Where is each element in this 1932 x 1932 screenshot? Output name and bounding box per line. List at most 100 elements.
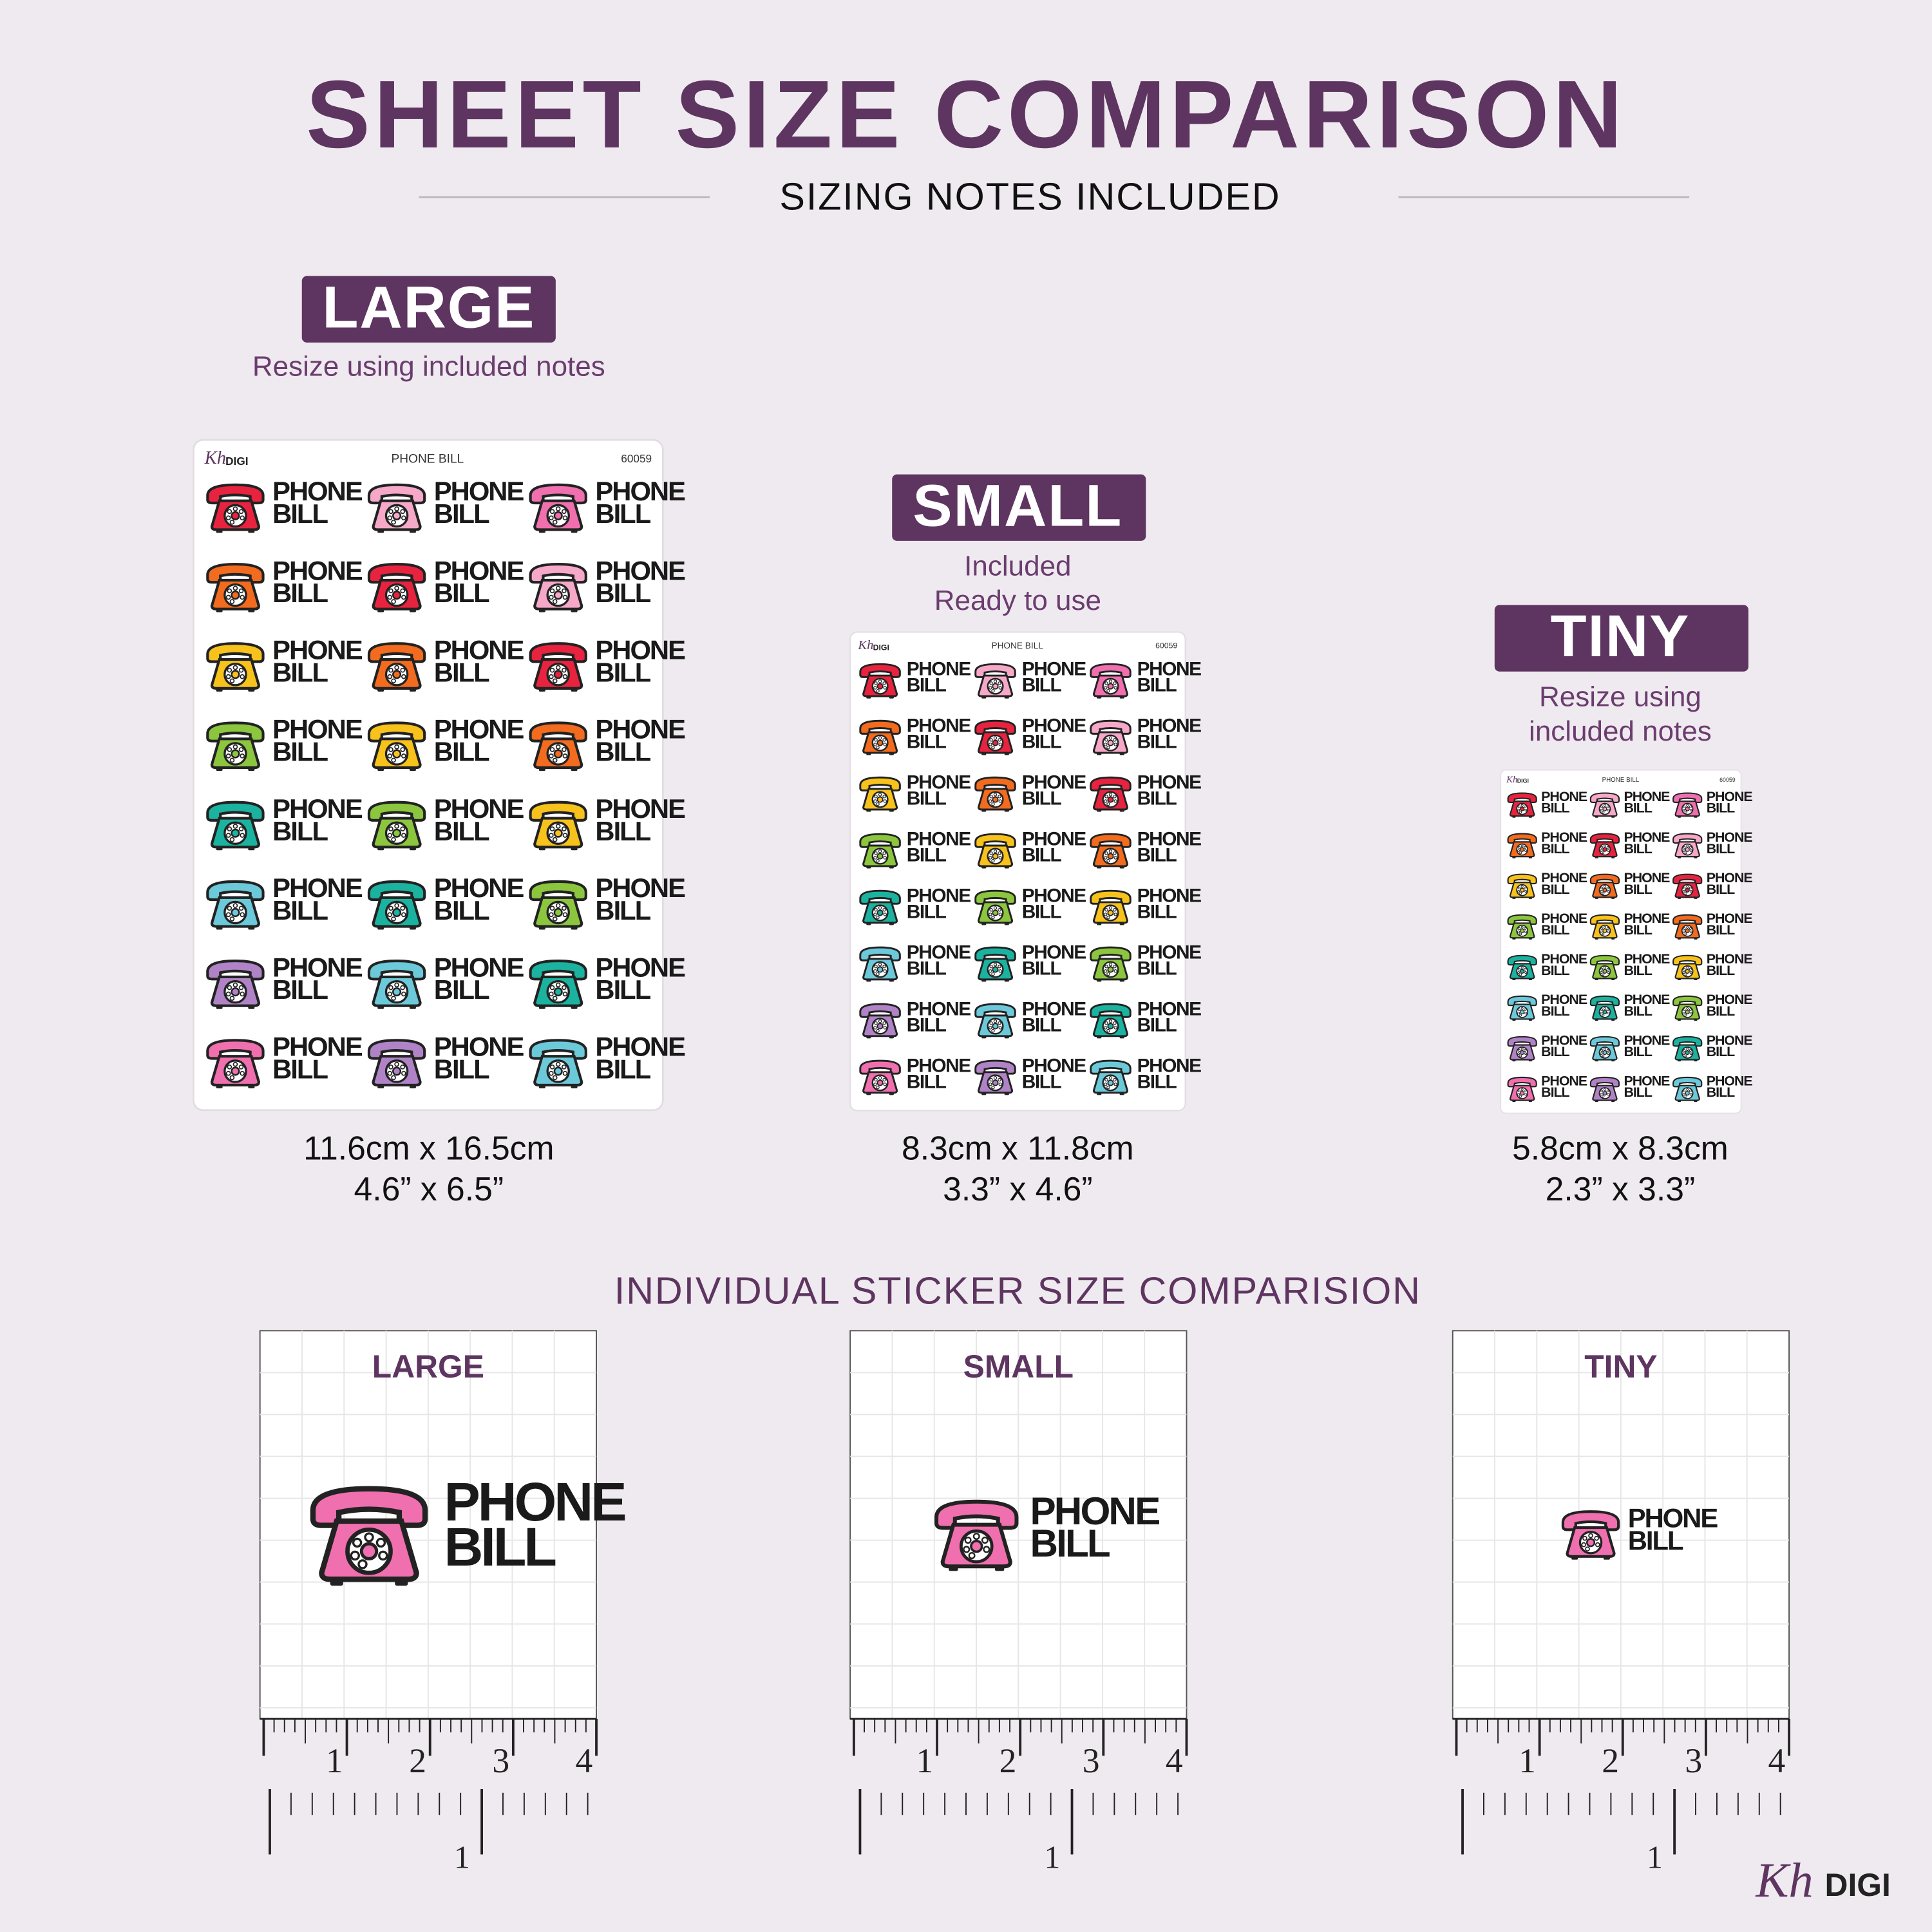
phone-icon — [207, 485, 263, 533]
phone-icon — [859, 1059, 901, 1096]
sticker-text: BILL — [1137, 844, 1177, 866]
sticker-text: BILL — [1624, 1044, 1652, 1059]
size-cm: 11.6cm x 16.5cm — [303, 1130, 554, 1167]
size-inches: 3.3” x 4.6” — [943, 1170, 1092, 1208]
sticker-text: BILL — [907, 1014, 947, 1036]
phone-icon — [1589, 914, 1620, 940]
phone-icon — [1672, 833, 1703, 859]
sticker-text: PHONE — [1137, 1055, 1201, 1076]
sticker-text: BILL — [1624, 882, 1652, 897]
phone-icon — [531, 802, 586, 851]
sticker-text: PHONE — [1137, 942, 1201, 963]
phone-icon — [207, 643, 263, 692]
sticker-text: BILL — [272, 1054, 328, 1084]
phone-icon — [1589, 873, 1620, 900]
sticker-text: PHONE — [907, 998, 971, 1019]
phone-icon — [207, 1040, 263, 1088]
sticker-text: BILL — [272, 737, 328, 767]
size-note: Resize using included notes — [252, 351, 605, 383]
sticker-text: BILL — [1022, 675, 1062, 696]
sticker-text: PHONE — [1624, 789, 1670, 804]
phone-icon — [1589, 792, 1620, 819]
sticker-text: BILL — [272, 816, 328, 846]
phone-icon — [1672, 792, 1703, 819]
phone-icon — [1090, 663, 1132, 699]
sticker-text: BILL — [1022, 731, 1062, 752]
sticker-text: BILL — [907, 958, 947, 979]
sticker-text: PHONE — [272, 635, 363, 665]
phone-icon — [1507, 995, 1537, 1021]
sticker-text: PHONE — [907, 715, 971, 737]
sticker-text: PHONE — [434, 952, 524, 982]
ruler-label: 4 — [1166, 1741, 1183, 1780]
sticker-text: BILL — [595, 974, 650, 1005]
page-title: SHEET SIZE COMPARISON — [306, 61, 1626, 168]
phone-icon — [1507, 873, 1537, 900]
phone-icon — [1090, 776, 1132, 813]
phone-icon — [1507, 1036, 1537, 1062]
sticker-text: BILL — [1624, 1003, 1652, 1019]
sticker-text: PHONE — [1541, 789, 1587, 804]
sticker-text: PHONE — [1022, 998, 1086, 1019]
sticker-text: BILL — [1624, 841, 1652, 857]
sticker-sheet: Kh DIGI PHONE BILL 60059PHONEBILLPHONEBILLP… — [192, 439, 687, 1112]
phone-icon — [1090, 1059, 1132, 1096]
sticker-text: PHONE — [1541, 992, 1587, 1007]
sticker-text: BILL — [1022, 788, 1062, 809]
sticker-text: BILL — [595, 895, 650, 925]
sticker-text: PHONE — [1022, 829, 1086, 850]
sticker-text: PHONE — [272, 476, 363, 506]
sticker-text: PHONE — [434, 555, 524, 585]
sheet-code: 60059 — [1719, 777, 1736, 783]
phone-icon — [936, 1502, 1016, 1571]
panel-label: LARGE — [372, 1349, 484, 1385]
phone-icon — [207, 961, 263, 1009]
sticker-text: BILL — [434, 1054, 489, 1084]
sticker-text: BILL — [1541, 963, 1569, 978]
phone-icon — [369, 643, 424, 692]
ruler-label: 2 — [409, 1741, 426, 1780]
size-badge — [301, 276, 556, 343]
sticker-text: PHONE — [595, 873, 685, 903]
sticker-text: PHONE — [1137, 659, 1201, 680]
sticker-text: BILL — [1707, 1044, 1735, 1059]
sheet-code: 60059 — [621, 452, 652, 465]
size-note: Resize using — [1539, 681, 1701, 712]
ruler-label: 1 — [1519, 1741, 1536, 1780]
phone-icon — [531, 564, 586, 612]
phone-icon — [531, 485, 586, 533]
sticker-text: BILL — [1022, 1071, 1062, 1092]
phone-icon — [531, 882, 586, 930]
size-inches: 4.6” x 6.5” — [354, 1170, 504, 1208]
size-note: Included — [964, 551, 1071, 582]
sheet-code: 60059 — [1155, 641, 1177, 650]
sticker-text: BILL — [434, 895, 489, 925]
sticker-text: BILL — [434, 657, 489, 687]
size-label: SMALL — [913, 473, 1122, 538]
ruler-label: 1 — [1647, 1839, 1663, 1875]
footer-brand-mark: Kh — [1755, 1853, 1813, 1908]
sticker-text: BILL — [1707, 1084, 1735, 1100]
phone-icon — [1672, 1036, 1703, 1062]
